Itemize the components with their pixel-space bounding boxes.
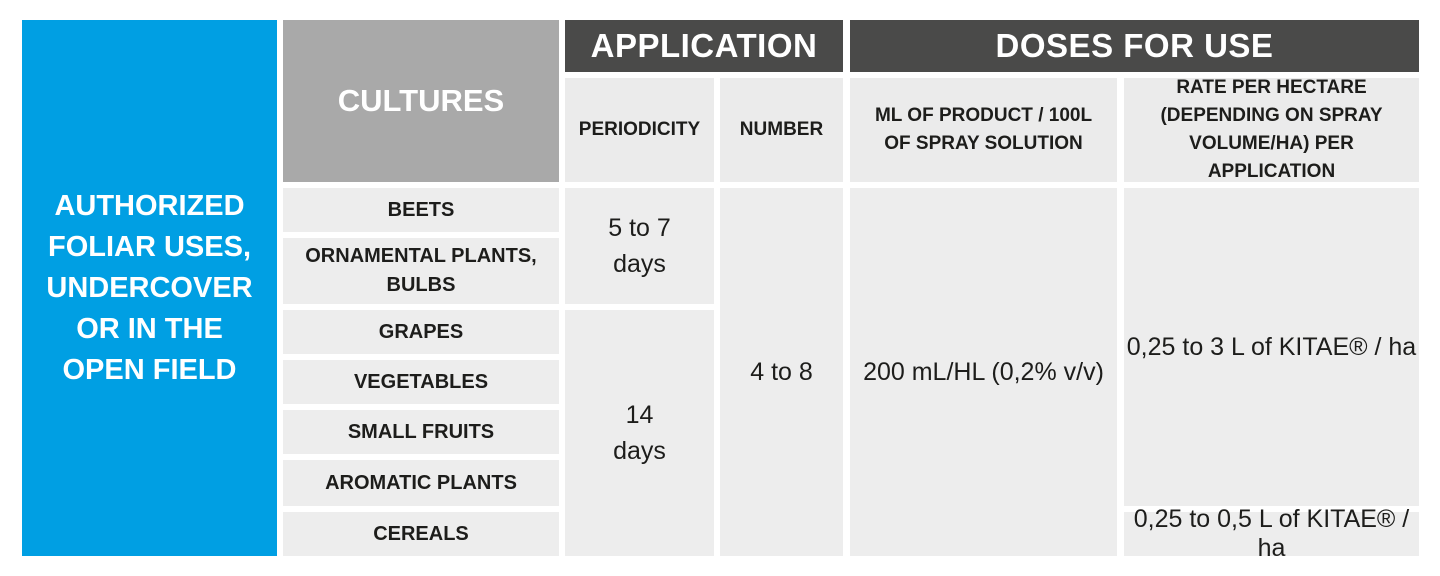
culture-row: VEGETABLES (283, 360, 559, 404)
number-header: NUMBER (720, 78, 843, 182)
periodicity-value: 5 to 7 days (565, 188, 714, 304)
culture-row: AROMATIC PLANTS (283, 460, 559, 506)
culture-row: BEETS (283, 188, 559, 232)
number-value: 4 to 8 (720, 188, 843, 556)
periodicity-header: PERIODICITY (565, 78, 714, 182)
rate-value-cereals: 0,25 to 0,5 L of KITAE® / ha (1124, 505, 1419, 562)
cultures-header: CULTURES (283, 20, 559, 182)
culture-row: SMALL FRUITS (283, 410, 559, 454)
rate-value: 0,25 to 3 L of KITAE® / ha (1124, 188, 1419, 506)
doses-header: DOSES FOR USE (850, 20, 1419, 72)
rate-per-hectare-header: RATE PER HECTARE (DEPENDING ON SPRAY VOL… (1124, 77, 1419, 182)
culture-row: GRAPES (283, 310, 559, 354)
culture-row: CEREALS (283, 512, 559, 556)
ml-product-value: 200 mL/HL (0,2% v/v) (850, 188, 1117, 556)
ml-product-header: ML OF PRODUCT / 100L OF SPRAY SOLUTION (850, 78, 1117, 182)
application-header: APPLICATION (565, 20, 843, 72)
culture-row: ORNAMENTAL PLANTS, BULBS (283, 238, 559, 304)
periodicity-value: 14 days (565, 310, 714, 556)
usage-category-label: AUTHORIZED FOLIAR USES, UNDERCOVER OR IN… (22, 20, 277, 556)
